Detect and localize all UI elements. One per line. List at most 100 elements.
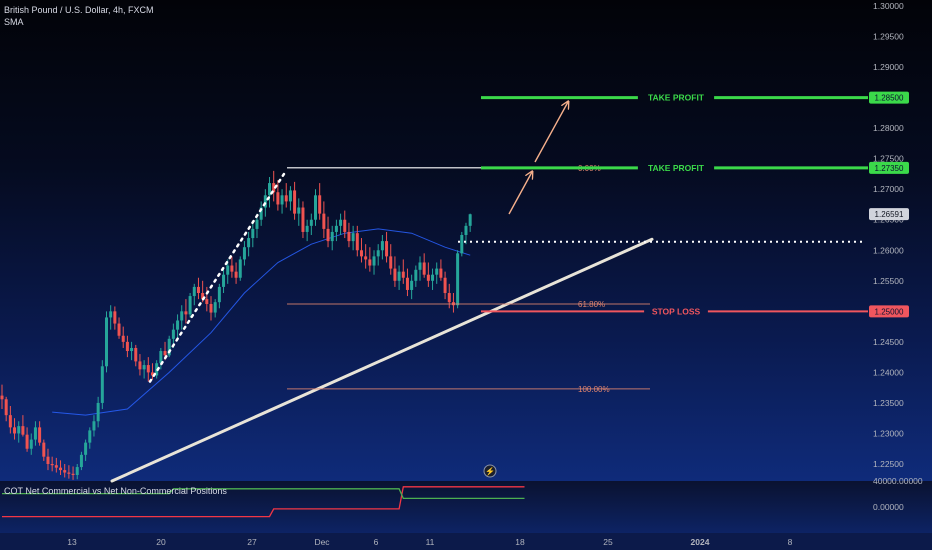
candle-body [351,233,355,242]
price-axis-tick: 1.24500 [873,337,904,347]
candle-body [130,347,134,352]
candle-body [389,256,393,269]
time-axis-tick: 18 [515,537,525,547]
symbol-title: British Pound / U.S. Dollar, 4h, FXCM [4,5,154,15]
candle-body [205,299,209,305]
candle-body [180,311,184,321]
candle-body [63,470,67,473]
target-arrow-1 [508,172,532,215]
candle-body [238,259,242,278]
price-axis-tick: 1.28000 [873,123,904,133]
candle-body [422,262,426,275]
candle-body [272,183,276,193]
time-axis-tick: 6 [374,537,379,547]
candle-body [201,293,205,300]
candle-body [117,323,121,336]
candle-body [196,286,200,294]
candle-body [46,456,50,464]
time-axis: 13 20 27 Dec 6 11 18 25 2024 8 [67,537,792,547]
take_profit_2-price-tag-text: 1.28500 [875,94,904,103]
time-axis-tick: Dec [314,537,330,547]
time-axis-tick: 8 [788,537,793,547]
candle-body [280,195,284,205]
candle-body [368,259,372,266]
candle-body [150,372,154,376]
candle-body [343,219,347,232]
candle-body [88,430,92,443]
candle-body [92,421,96,431]
candle-body [318,195,322,214]
candle-body [171,329,175,339]
price-axis: 1.28500 1.27350 1.25000 1.30000 1.29500 1.290… [869,1,909,469]
cot-noncommercial-line [2,488,525,500]
candle-body [13,427,17,434]
candle-body [330,231,334,242]
candle-body [397,271,401,281]
price-axis-tick: 1.27000 [873,184,904,194]
time-axis-tick: 27 [247,537,257,547]
candle-body [134,347,138,362]
take_profit_2-price-tag [869,91,909,104]
candle-body [209,304,213,313]
candle-body [468,214,472,226]
candle-body [109,311,113,318]
candle-body [217,286,221,303]
lightning-icon [483,464,497,478]
stop_loss-price-tag-text: 1.25000 [875,307,904,316]
sma-indicator-label: SMA [4,17,24,27]
indicator-axis-tick: 40000.00000 [873,476,923,486]
candle-body [414,269,418,281]
candle-body [33,427,37,440]
candle-body [96,402,100,422]
candle-body [230,265,234,272]
time-axis-tick: 11 [426,537,435,547]
candle-body [380,241,384,251]
take_profit_2-label: TAKE PROFIT [648,93,705,103]
candle-body [142,365,146,370]
candle-body [42,442,46,457]
candle-body [401,271,405,278]
candle-body [54,465,58,468]
price-axis-tick: 1.29500 [873,32,904,42]
price-axis-tick: 1.22500 [873,459,904,469]
candle-body [146,365,150,373]
price-axis-tick: 1.26000 [873,245,904,255]
uptrend-line [110,237,654,483]
candle-body [25,434,29,449]
time-axis-tick: 25 [603,537,613,547]
candle-body [100,366,104,403]
price-axis-tick: 1.27500 [873,154,904,164]
price-axis-tick: 1.23000 [873,428,904,438]
sma-line [52,228,471,416]
take_profit_1-label: TAKE PROFIT [648,163,705,173]
indicator-axis-tick: 0.00000 [873,502,904,512]
candle-body [460,235,464,254]
candle-body [0,395,4,400]
candle-body [393,268,397,281]
take_profit_1-price-tag [869,161,909,174]
candle-body [263,195,267,208]
candle-body [79,454,83,468]
candle-body [4,399,8,416]
candle-body [314,195,317,220]
candle-body [301,207,305,232]
candle-body [364,256,368,260]
candle-body [339,219,343,226]
candle-body [188,296,192,315]
fib-level-label: 61.80% [578,300,605,309]
candle-body [242,247,246,260]
candle-body [38,427,42,443]
candle-body [251,228,255,239]
candle-body [50,464,54,466]
candle-body [159,351,163,364]
candle-body [456,253,460,306]
candle-body [222,274,226,287]
candle-body [125,341,129,352]
candle-body [347,231,351,242]
time-axis-tick: 13 [67,537,77,547]
candle-body [247,238,251,248]
price-axis-tick: 1.30000 [873,1,904,11]
candle-body [184,311,188,315]
candle-body [305,225,309,232]
